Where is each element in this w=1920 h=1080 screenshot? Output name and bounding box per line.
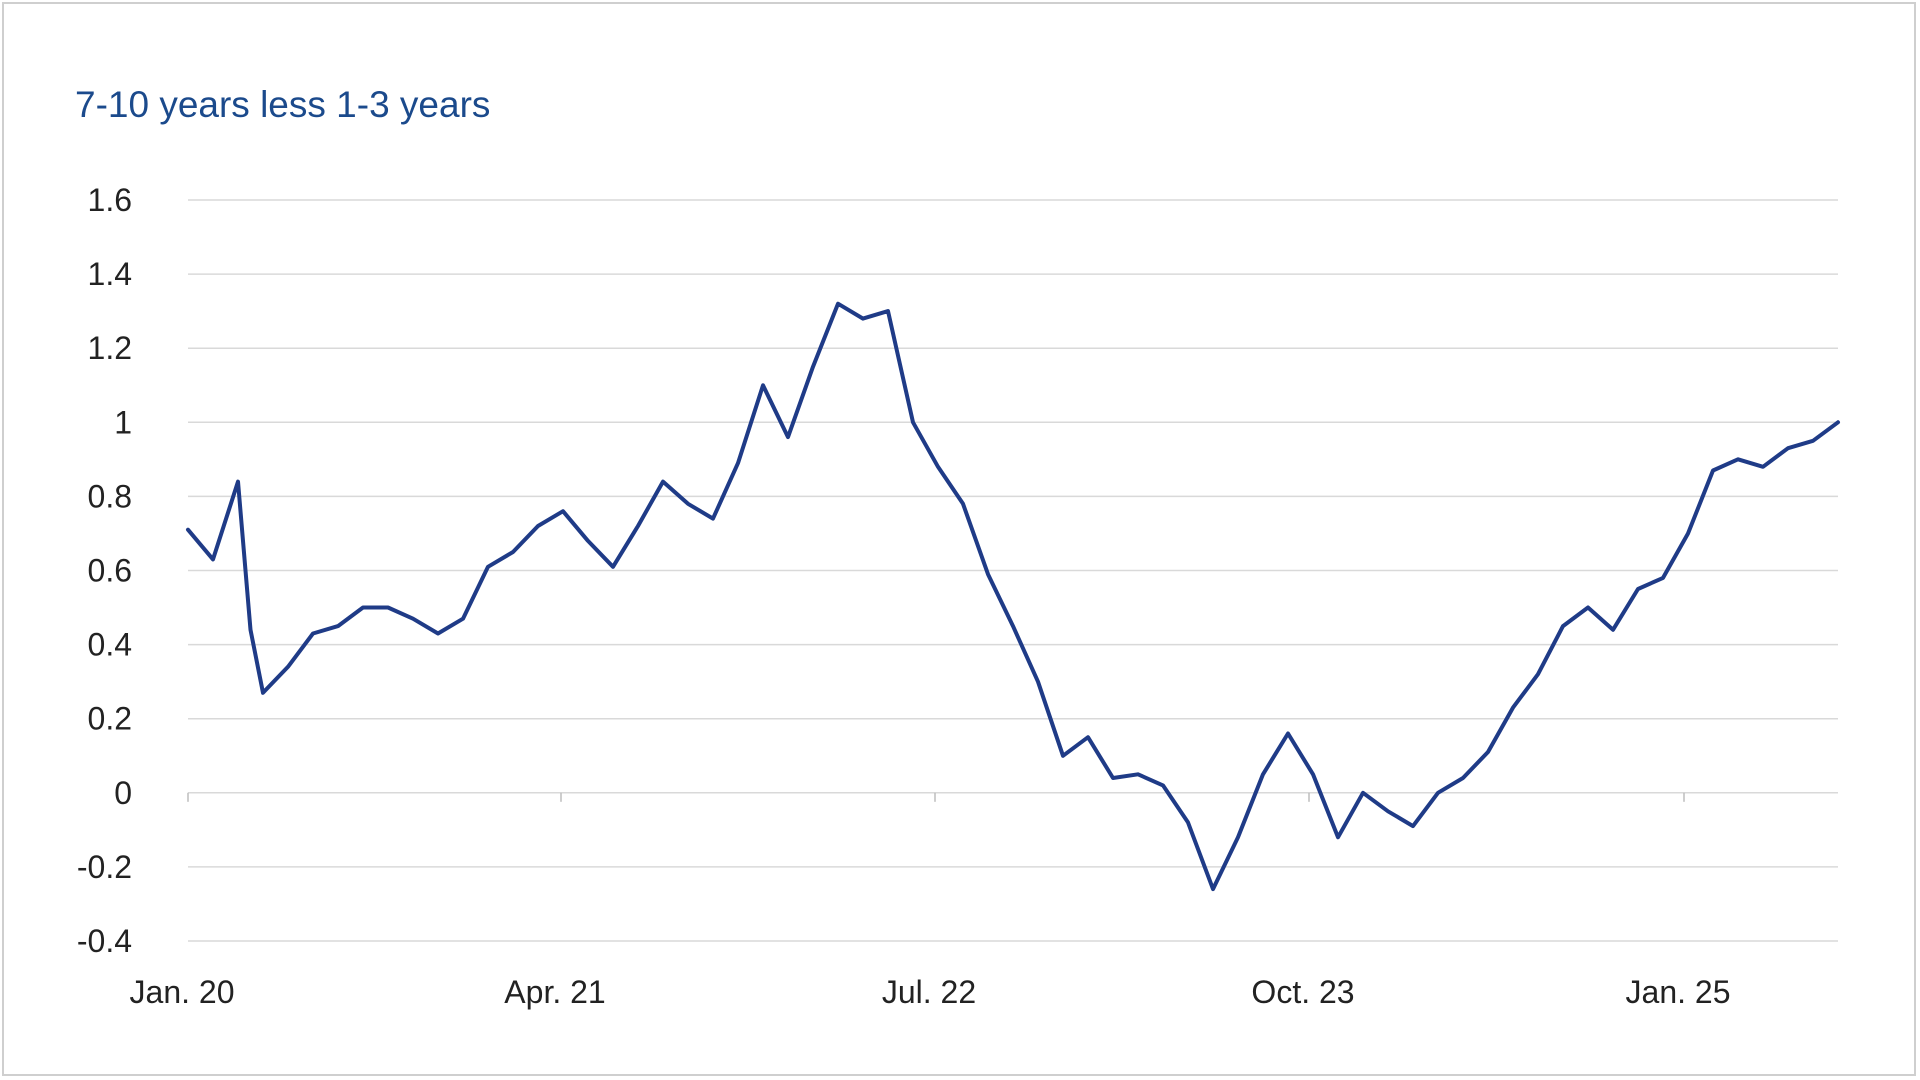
y-tick-label: 1: [114, 404, 132, 440]
y-axis-ticks: 1.6 1.4 1.2 1 0.8 0.6 0.4 0.2 0 -0.2 -0.4: [77, 182, 132, 959]
series-line: [186, 301, 1840, 892]
x-tick-label: Oct. 23: [1251, 974, 1354, 1010]
y-tick-label: 0.8: [88, 478, 132, 514]
x-tick-label: Jan. 20: [130, 974, 235, 1010]
y-tick-label: 0: [114, 775, 132, 811]
x-axis-ticks: Jan. 20 Apr. 21 Jul. 22 Oct. 23 Jan. 25: [130, 792, 1731, 1010]
y-tick-label: 0.4: [88, 627, 132, 663]
y-tick-label: -0.2: [77, 849, 132, 885]
x-tick-label: Apr. 21: [504, 974, 605, 1010]
chart-title: 7-10 years less 1-3 years: [75, 84, 491, 125]
x-tick-label: Jul. 22: [882, 974, 976, 1010]
gridlines: [188, 199, 1838, 942]
y-tick-label: 1.6: [88, 182, 132, 218]
x-tick-label: Jan. 25: [1626, 974, 1731, 1010]
y-tick-label: 1.4: [88, 256, 132, 292]
y-tick-label: -0.4: [77, 923, 132, 959]
series-layer: [186, 301, 1840, 892]
y-tick-label: 1.2: [88, 330, 132, 366]
y-tick-label: 0.2: [88, 701, 132, 737]
y-tick-label: 0.6: [88, 553, 132, 589]
